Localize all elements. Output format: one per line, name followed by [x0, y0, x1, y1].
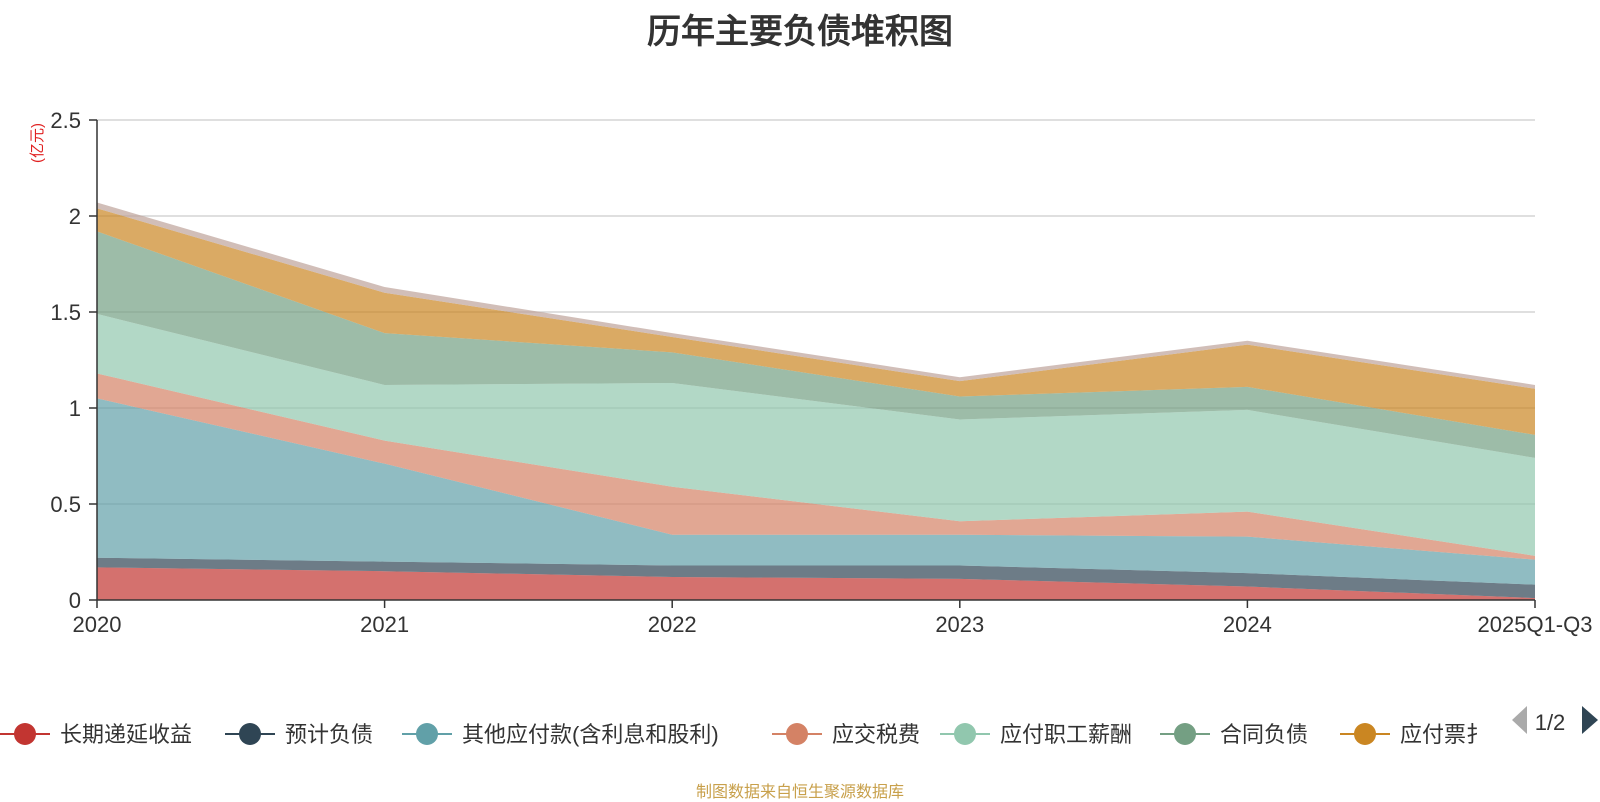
legend-marker-icon [1174, 723, 1196, 745]
y-tick-label: 0.5 [50, 492, 81, 517]
x-tick-label: 2022 [648, 612, 697, 637]
legend: 长期递延收益 预计负债 其他应付款(含利息和股利) 应交税费 应付职工薪酬 合同负债 应付票… [0, 722, 1488, 747]
legend-item[interactable]: 应付职工薪酬 [940, 722, 1132, 747]
legend-item[interactable]: 预计负债 [225, 722, 373, 747]
legend-marker-icon [786, 723, 808, 745]
y-tick-label: 1.5 [50, 300, 81, 325]
legend-label: 应交税费 [832, 722, 920, 747]
legend-item[interactable]: 合同负债 [1160, 722, 1308, 747]
data-source-note: 制图数据来自恒生聚源数据库 [695, 784, 904, 801]
legend-prev-page-icon[interactable] [1512, 706, 1527, 734]
y-tick-label: 1 [69, 396, 81, 421]
legend-label: 预计负债 [285, 722, 373, 747]
legend-marker-icon [954, 723, 976, 745]
legend-marker-icon [239, 723, 261, 745]
legend-label: 其他应付款(含利息和股利) [462, 722, 719, 747]
x-tick-label: 2021 [360, 612, 409, 637]
legend-label: 长期递延收益 [60, 722, 192, 747]
area-series-应交税费 [97, 373, 1535, 560]
y-tick-label: 2.5 [50, 108, 81, 133]
x-tick-label: 2020 [73, 612, 122, 637]
x-tick-label: 2025Q1-Q3 [1478, 612, 1593, 637]
x-tick-label: 2024 [1223, 612, 1272, 637]
area-series-长期递延收益 [97, 567, 1535, 600]
stacked-areas [97, 202, 1535, 600]
legend-page-indicator: 1/2 [1535, 710, 1566, 735]
legend-item[interactable]: 长期递延收益 [0, 722, 192, 747]
area-series-应付职工薪酬 [97, 313, 1535, 556]
legend-marker-icon [416, 723, 438, 745]
legend-label: 应付票扌 [1400, 722, 1488, 747]
y-tick-label: 0 [69, 588, 81, 613]
legend-label: 合同负债 [1220, 722, 1308, 747]
area-series-预计负债 [97, 557, 1535, 599]
legend-item[interactable]: 应交税费 [772, 722, 920, 747]
legend-item[interactable]: 应付票扌 [1340, 722, 1488, 747]
area-series-应付票据 [97, 208, 1535, 435]
legend-pager: 1/2 [1512, 706, 1598, 735]
legend-next-page-icon[interactable] [1582, 706, 1598, 734]
chart-title: 历年主要负债堆积图 [647, 13, 953, 51]
y-tick-label: 2 [69, 204, 81, 229]
legend-item[interactable]: 其他应付款(含利息和股利) [402, 722, 719, 747]
area-series-其他应付款(含利息和股利) [97, 398, 1535, 585]
x-tick-label: 2023 [935, 612, 984, 637]
axes: 0 0.5 1 1.5 2 2.5 2020 2021 2022 2023 2024 2025Q1-Q… [50, 108, 1592, 637]
legend-label: 应付职工薪酬 [1000, 722, 1132, 747]
y-axis-unit-label: (亿元) [29, 123, 46, 163]
legend-marker-icon [14, 723, 36, 745]
area-series-合同负债 [97, 231, 1535, 458]
legend-marker-icon [1354, 723, 1376, 745]
